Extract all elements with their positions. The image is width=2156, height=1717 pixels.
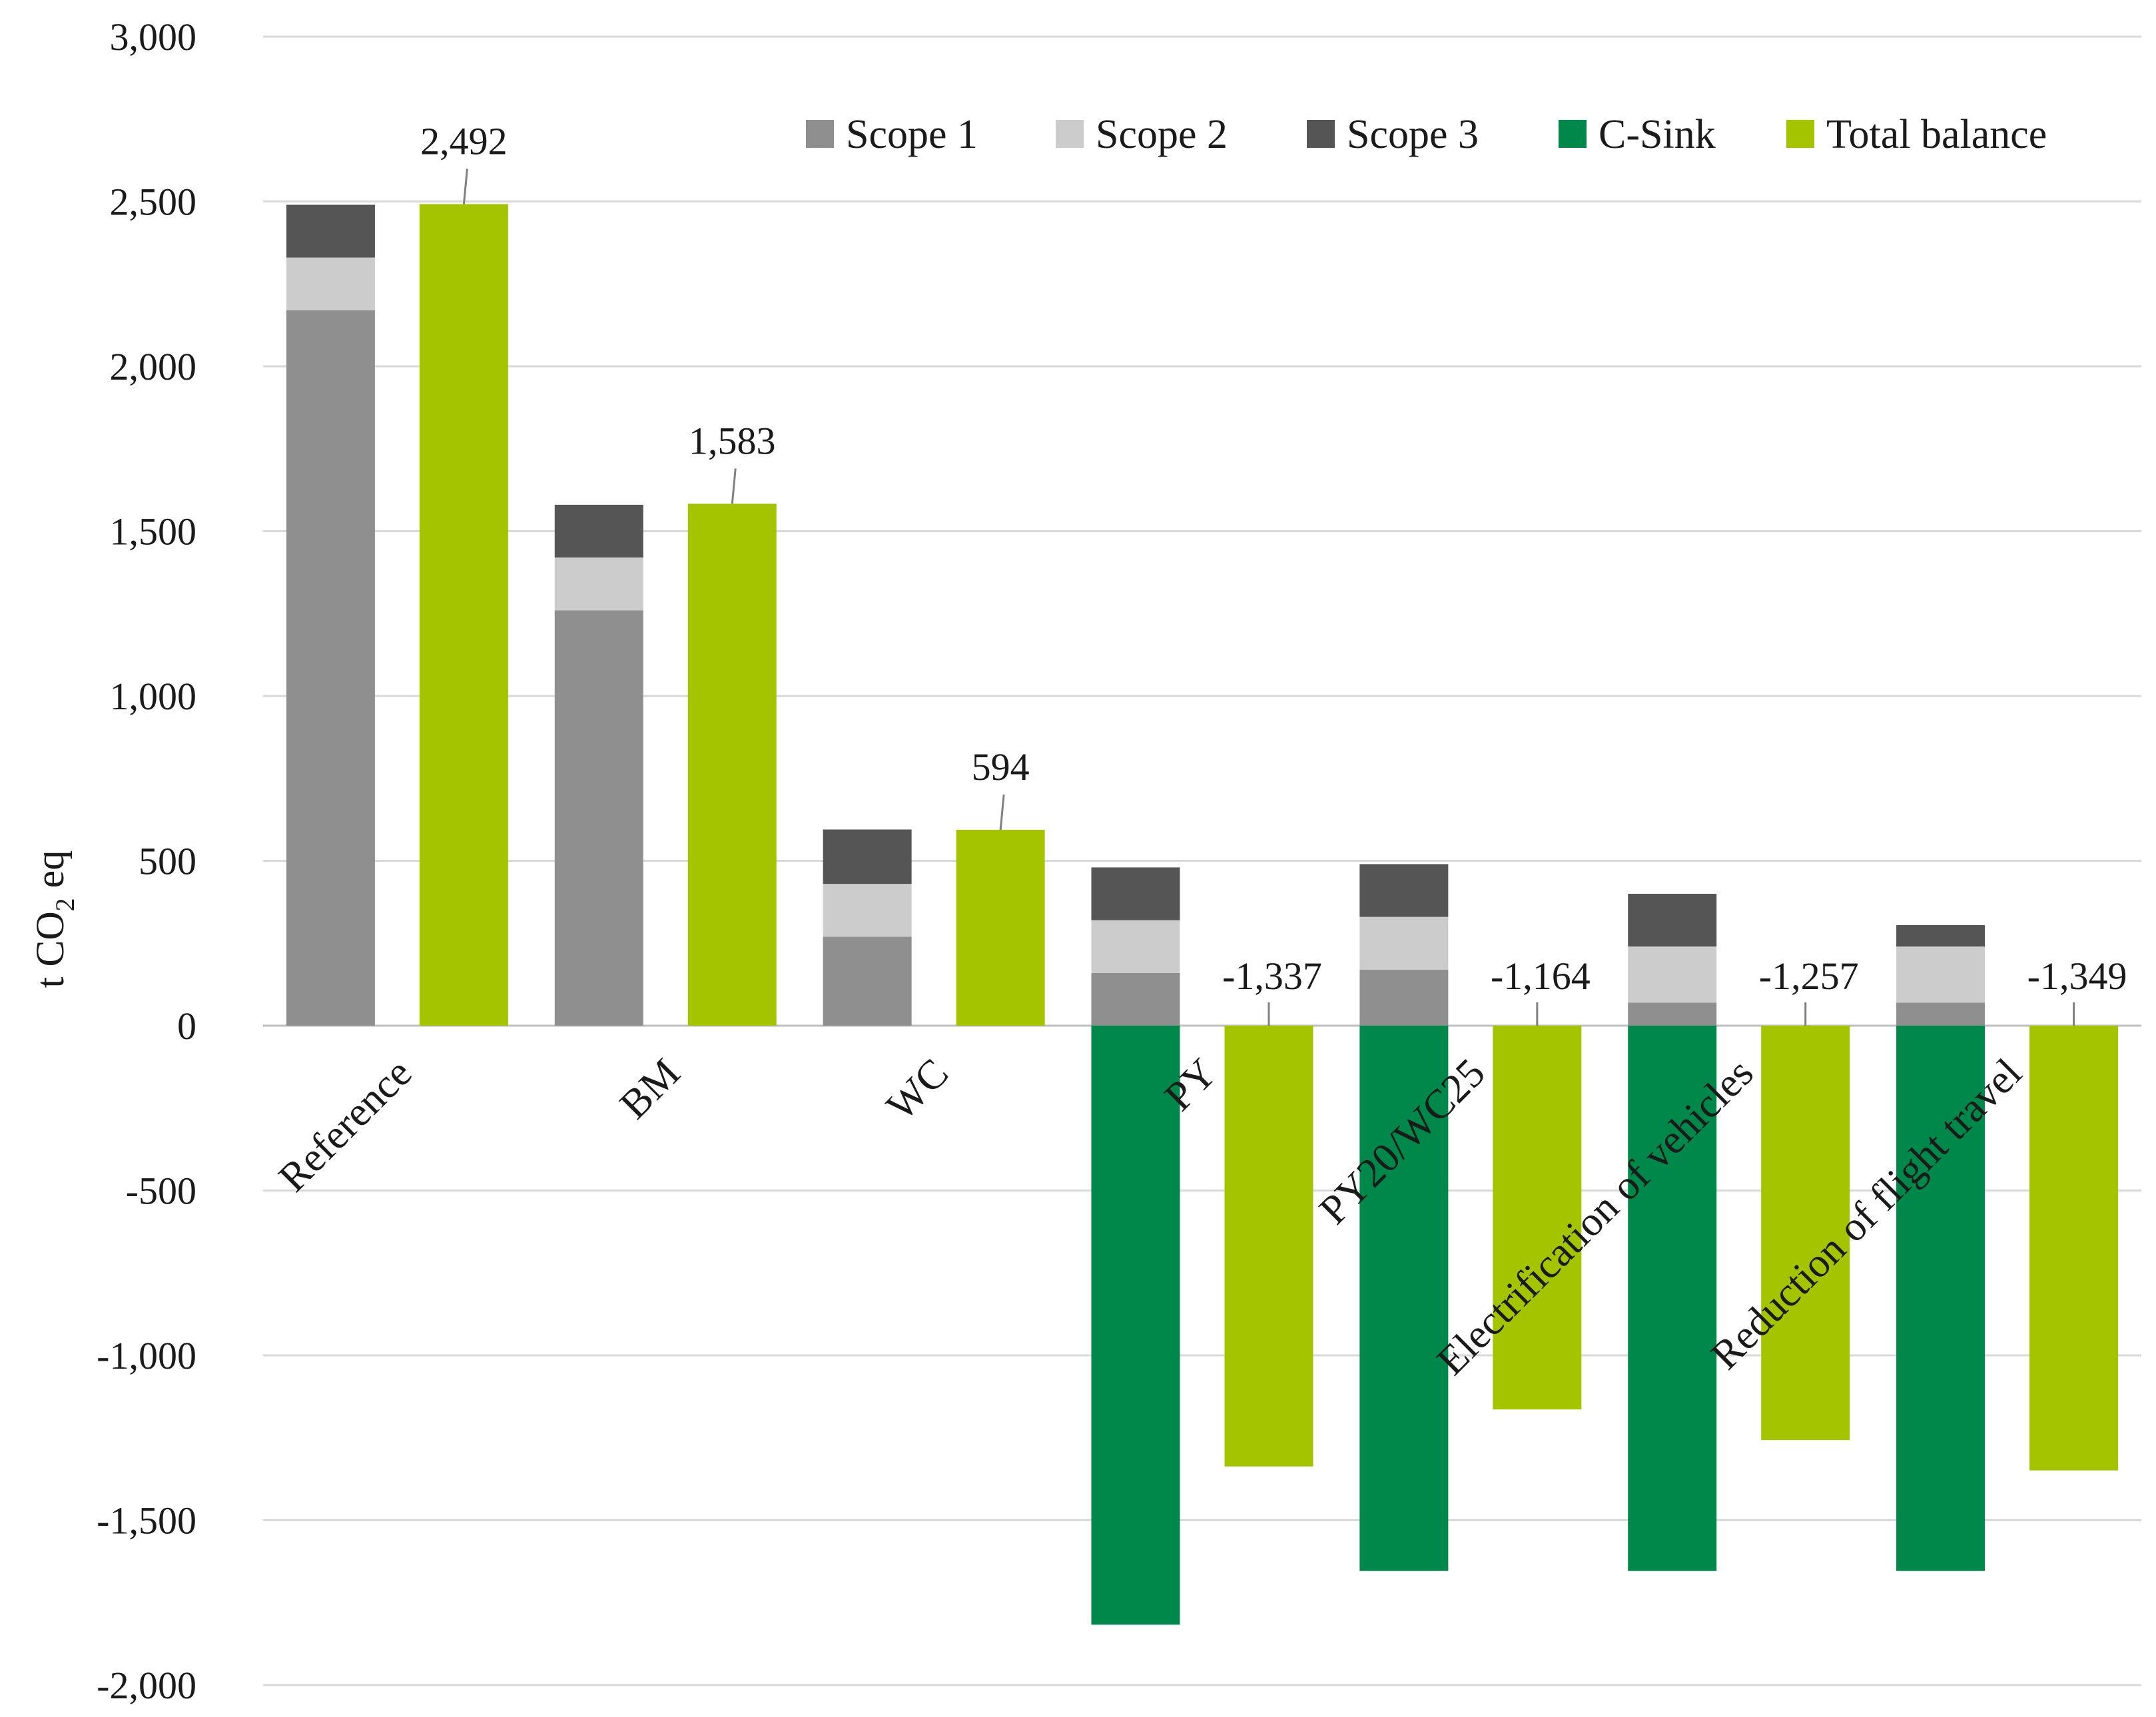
bar-total-balance xyxy=(419,204,508,1026)
y-tick-label: 1,000 xyxy=(110,675,197,718)
data-label: -1,257 xyxy=(1759,954,1859,998)
legend-swatch-scope-3 xyxy=(1307,120,1335,148)
bar-c-sink xyxy=(1628,1026,1717,1571)
bars xyxy=(286,204,2119,1625)
category-label: Reference xyxy=(270,1050,421,1201)
data-label-leader xyxy=(462,169,468,204)
data-label: 1,583 xyxy=(689,419,776,462)
data-label-leader xyxy=(999,794,1005,831)
legend: Scope 1 Scope 2 Scope 3 C-Sink Total balance xyxy=(806,112,2047,157)
bar-total-balance xyxy=(687,504,777,1026)
bar-c-sink xyxy=(1091,1026,1180,1625)
y-tick-label: 0 xyxy=(177,1004,196,1048)
legend-label-c-sink: C-Sink xyxy=(1599,112,1716,157)
bar-total-balance xyxy=(1761,1026,1850,1441)
bar-scope-2 xyxy=(286,257,375,310)
bar-total-balance xyxy=(2029,1026,2119,1471)
bar-scope-2 xyxy=(1628,946,1717,1003)
y-axis-ticks: -2,000 -1,500 -1,000 -500 0 500 1,000 1,500 2,00… xyxy=(97,15,196,1707)
bar-scope-2 xyxy=(554,557,643,611)
bar-scope-3 xyxy=(1628,894,1717,947)
bar-scope-1 xyxy=(1359,969,1449,1026)
category-label: BM xyxy=(611,1050,689,1128)
bar-total-balance xyxy=(1224,1026,1313,1467)
bar-total-balance xyxy=(1493,1026,1582,1410)
y-tick-label: 1,500 xyxy=(110,510,197,553)
bar-scope-2 xyxy=(823,884,912,937)
y-tick-label: -1,500 xyxy=(97,1499,196,1543)
bar-c-sink xyxy=(1359,1026,1449,1571)
y-tick-label: 2,000 xyxy=(110,345,197,388)
legend-label-total-balance: Total balance xyxy=(1826,112,2047,157)
y-tick-label: -1,000 xyxy=(97,1334,196,1377)
bar-scope-2 xyxy=(1359,916,1449,970)
bar-scope-3 xyxy=(823,829,912,884)
gridlines xyxy=(263,35,2141,1686)
data-label: -1,349 xyxy=(2027,954,2127,998)
y-tick-label: -2,000 xyxy=(97,1664,196,1707)
bar-scope-3 xyxy=(1359,864,1449,917)
bar-scope-2 xyxy=(1896,946,1985,1003)
legend-swatch-total-balance xyxy=(1786,120,1814,148)
bar-scope-3 xyxy=(554,504,643,558)
legend-label-scope-2: Scope 2 xyxy=(1096,112,1228,157)
bar-total-balance xyxy=(956,829,1045,1026)
bar-scope-3 xyxy=(1896,925,1985,947)
category-label: WC xyxy=(878,1050,957,1130)
bar-scope-1 xyxy=(1628,1002,1717,1026)
legend-label-scope-1: Scope 1 xyxy=(846,112,978,157)
bar-scope-3 xyxy=(1091,867,1180,920)
y-tick-label: 3,000 xyxy=(110,15,197,59)
y-tick-label: -500 xyxy=(126,1170,196,1213)
legend-label-scope-3: Scope 3 xyxy=(1347,112,1479,157)
bar-scope-3 xyxy=(286,204,375,258)
bar-scope-1 xyxy=(1896,1002,1985,1026)
data-labels: 2,492 1,583 594 -1,337 -1,164 -1,257 -1,349 xyxy=(420,119,2127,998)
bar-c-sink xyxy=(1896,1026,1985,1571)
data-label-leader xyxy=(731,468,737,504)
legend-swatch-c-sink xyxy=(1559,120,1587,148)
bar-scope-2 xyxy=(1091,920,1180,973)
legend-swatch-scope-1 xyxy=(806,120,834,148)
data-label: -1,164 xyxy=(1491,954,1591,998)
y-axis-title: t CO2 eq xyxy=(28,851,80,988)
y-tick-label: 2,500 xyxy=(110,180,197,224)
legend-swatch-scope-2 xyxy=(1056,120,1084,148)
bar-scope-1 xyxy=(823,936,912,1026)
bar-scope-1 xyxy=(1091,972,1180,1026)
data-label: -1,337 xyxy=(1222,954,1322,998)
bar-scope-1 xyxy=(286,310,375,1026)
bar-scope-1 xyxy=(554,610,643,1026)
data-label: 594 xyxy=(972,745,1030,789)
data-label: 2,492 xyxy=(420,119,508,163)
data-label-leaders xyxy=(462,169,2075,1026)
y-tick-label: 500 xyxy=(139,840,196,883)
